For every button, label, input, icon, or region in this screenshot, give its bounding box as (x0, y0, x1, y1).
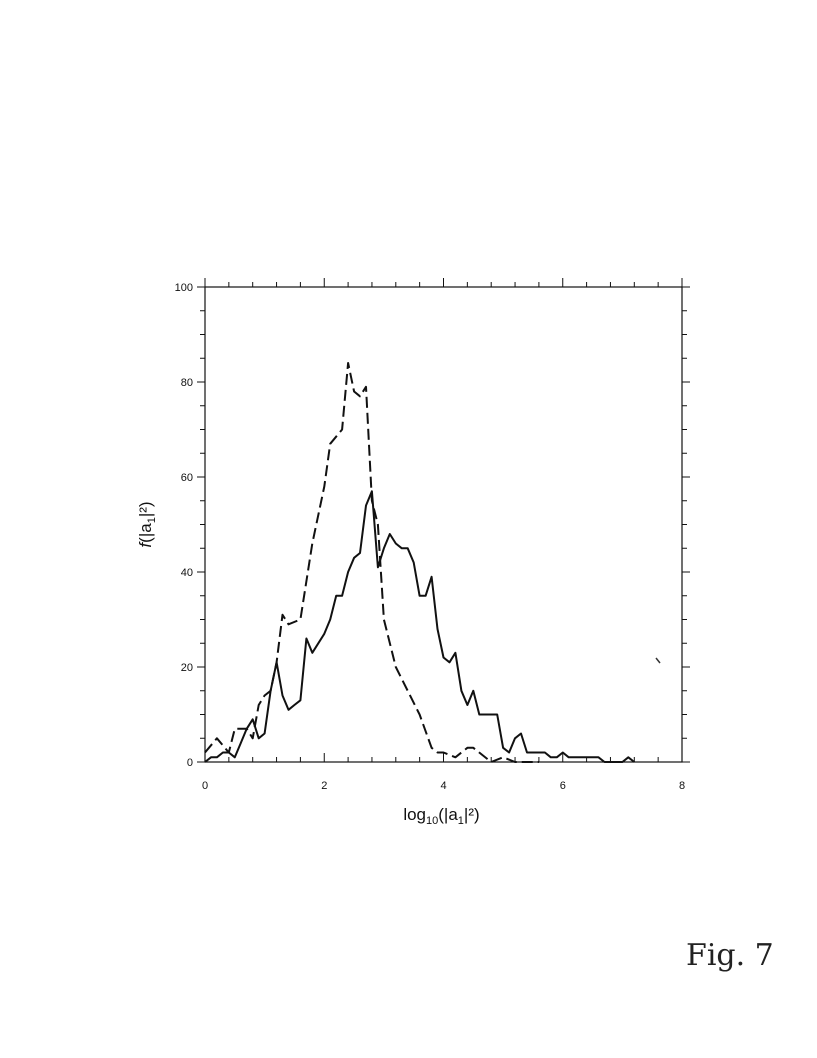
figure-label: Fig. 7 (686, 938, 774, 973)
x-tick-label: 8 (679, 780, 685, 792)
axis-ticks (197, 278, 690, 763)
y-tick-label: 100 (175, 282, 193, 294)
x-label-close: |²) (464, 805, 480, 824)
y-label-open: (|a (136, 523, 155, 543)
x-tick-label: 6 (560, 780, 566, 792)
stray-mark (655, 657, 661, 664)
x-axis-label: log10(|a1|²) (403, 805, 479, 827)
x-label-sub2: 1 (458, 815, 464, 827)
x-label-open: (|a (438, 805, 458, 824)
plot-frame (204, 286, 683, 763)
y-axis-label: f(|a1|²) (136, 501, 158, 547)
series-line-solid (204, 490, 635, 763)
y-tick-label: 40 (181, 567, 193, 579)
y-tick-label: 20 (181, 662, 193, 674)
x-tick-label: 4 (440, 780, 446, 792)
x-tick-label: 2 (321, 780, 327, 792)
y-tick-label: 80 (181, 377, 193, 389)
x-tick-label: 0 (202, 780, 208, 792)
series-layer (204, 362, 635, 763)
y-tick-label: 0 (187, 757, 193, 769)
y-label-sub: 1 (146, 517, 158, 523)
y-label-prefix: f (136, 541, 155, 548)
series-line-dashed (204, 362, 539, 763)
y-label-close: |²) (136, 501, 155, 517)
x-label-prefix: log (403, 805, 426, 824)
x-label-sub: 10 (426, 815, 438, 827)
y-tick-label: 60 (181, 472, 193, 484)
